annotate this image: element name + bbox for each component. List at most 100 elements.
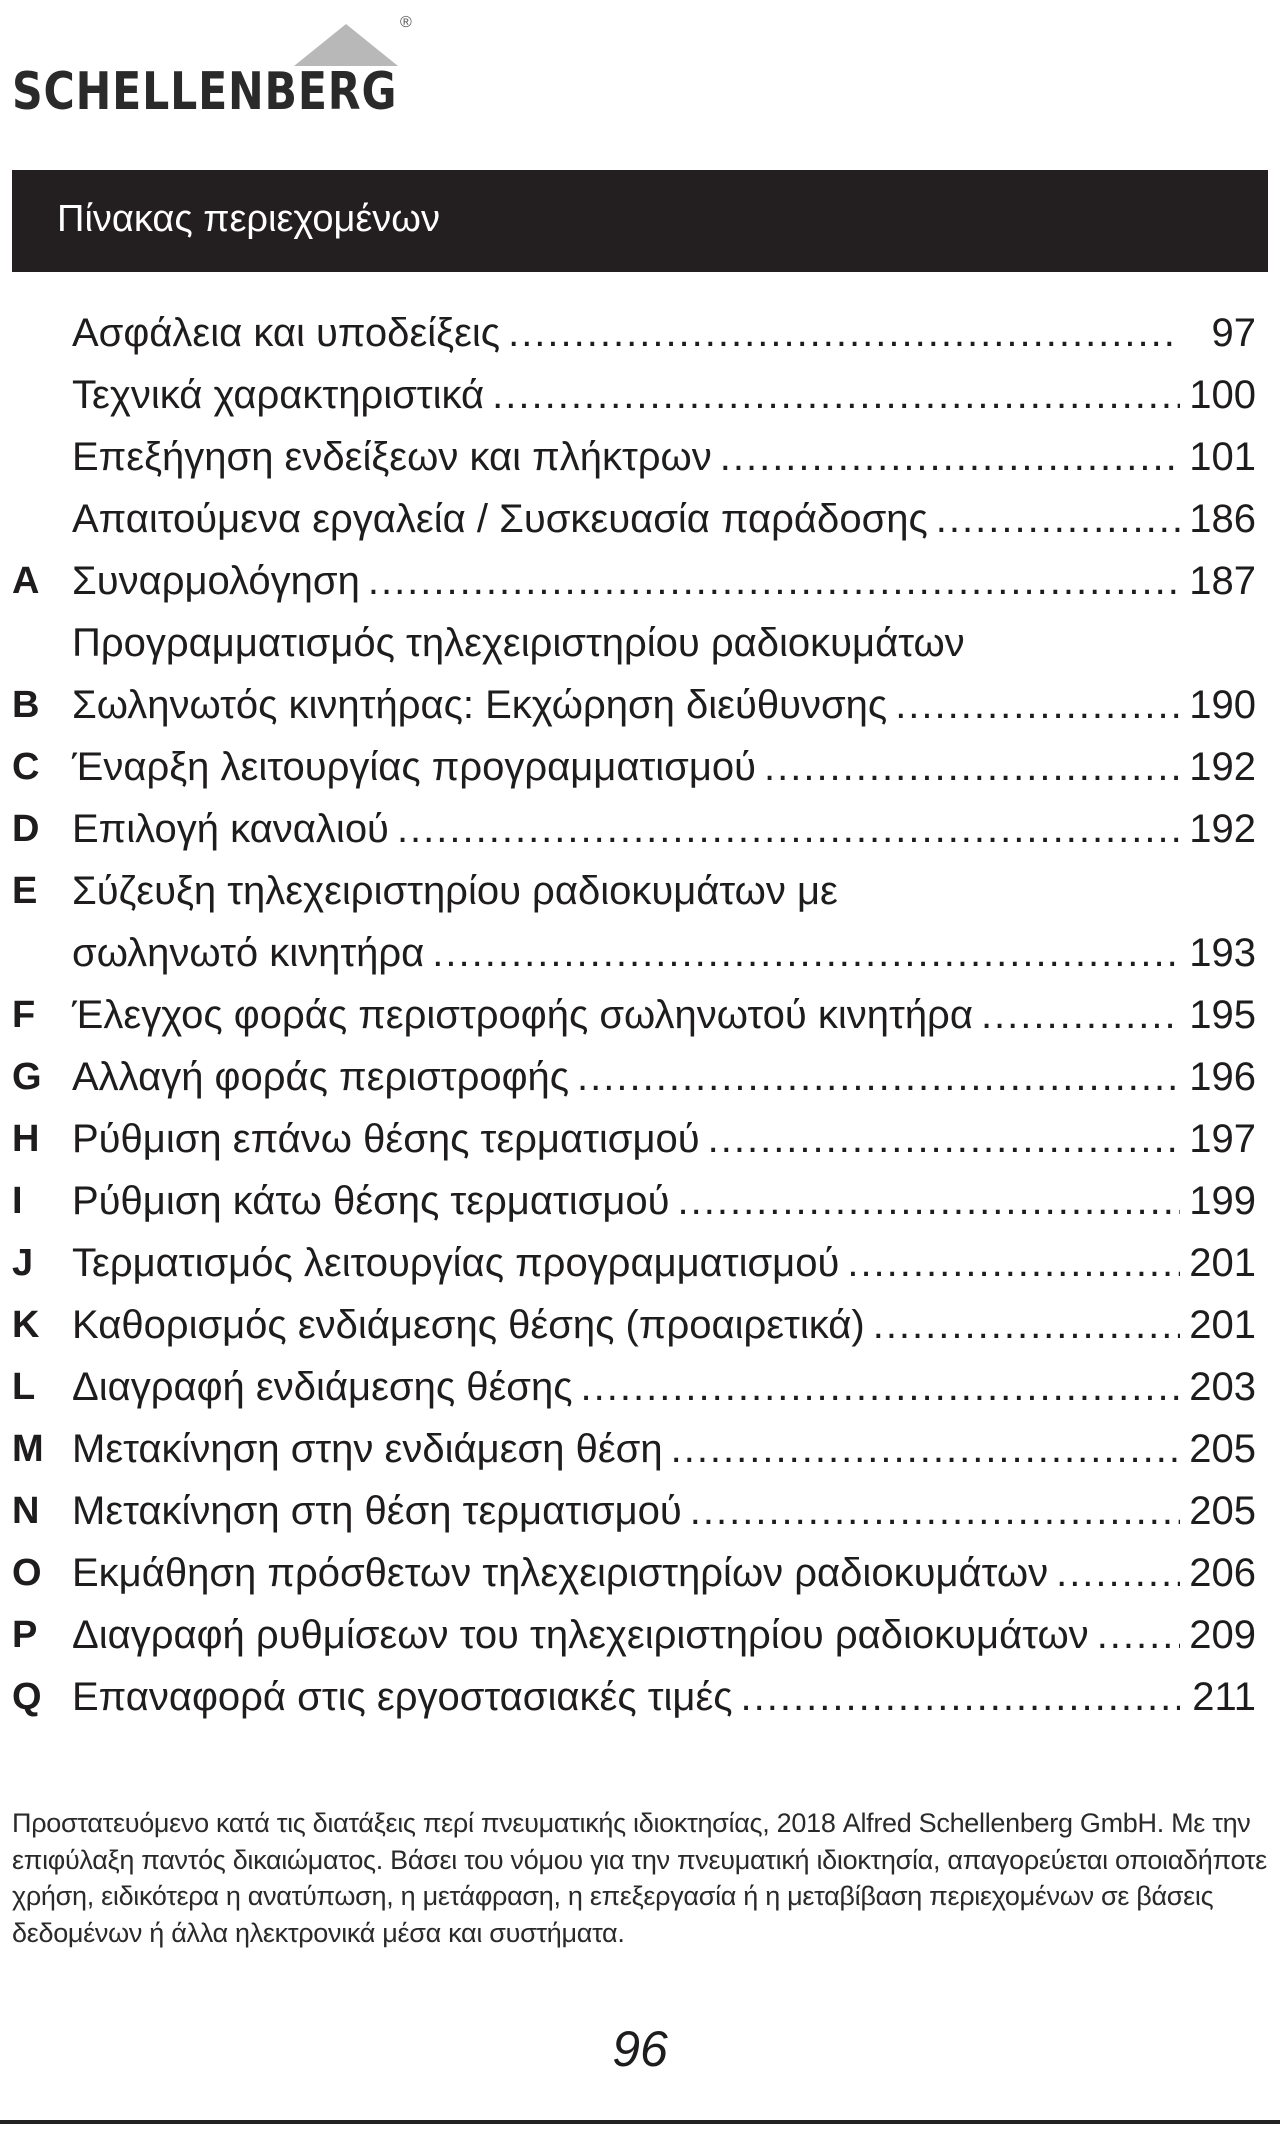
dot-leader xyxy=(368,559,1180,604)
toc-entry[interactable]: I Ρύθμιση κάτω θέσης τερματισμού 199 xyxy=(0,1170,1280,1232)
dot-leader xyxy=(690,1489,1180,1534)
toc-entry-title: Ρύθμιση κάτω θέσης τερματισμού xyxy=(72,1178,670,1223)
toc-entry-line: Έναρξη λειτουργίας προγραμματισμού 192 xyxy=(72,745,1256,790)
toc-entry-title: Ασφάλεια και υποδείξεις xyxy=(72,310,501,355)
page-number: 96 xyxy=(612,2021,668,2077)
toc-entry-page: 205 xyxy=(1189,1488,1256,1533)
toc-entry[interactable]: Q Επαναφορά στις εργοστασιακές τιμές 211 xyxy=(0,1666,1280,1728)
dot-leader xyxy=(936,497,1180,542)
dot-leader xyxy=(397,807,1180,852)
dot-leader xyxy=(895,683,1180,728)
toc-entry-title: Προγραμματισμός τηλεχειριστηρίου ραδιοκυ… xyxy=(72,620,965,665)
toc-entry[interactable]: G Αλλαγή φοράς περιστροφής 196 xyxy=(0,1046,1280,1108)
toc-entry-line: Ρύθμιση επάνω θέσης τερματισμού 197 xyxy=(72,1117,1256,1162)
dot-leader xyxy=(1097,1613,1180,1658)
toc-entry[interactable]: H Ρύθμιση επάνω θέσης τερματισμού 197 xyxy=(0,1108,1280,1170)
toc-entry-page: 97 xyxy=(1211,310,1257,355)
toc-entry-line: Απαιτούμενα εργαλεία / Συσκευασία παράδο… xyxy=(72,497,1256,542)
toc-entry[interactable]: E Σύζευξη τηλεχειριστηρίου ραδιοκυμάτων … xyxy=(0,860,1280,922)
dot-leader xyxy=(847,1241,1180,1286)
toc-entry-page: 211 xyxy=(1192,1674,1256,1719)
section-letter: G xyxy=(12,1055,42,1098)
dot-leader xyxy=(671,1427,1180,1472)
dot-leader xyxy=(678,1179,1181,1224)
toc-header-banner: Πίνακας περιεχομένων xyxy=(12,170,1268,272)
toc-entry-title: Έναρξη λειτουργίας προγραμματισμού xyxy=(72,744,756,789)
toc-entry-line: Σύζευξη τηλεχειριστηρίου ραδιοκυμάτων με xyxy=(72,869,1256,914)
toc-entry-page: 205 xyxy=(1189,1426,1256,1471)
section-letter: B xyxy=(12,683,40,726)
toc-entry-title: Εκμάθηση πρόσθετων τηλεχειριστηρίων ραδι… xyxy=(72,1550,1049,1595)
toc-entry-title: Διαγραφή ρυθμίσεων του τηλεχειριστηρίου … xyxy=(72,1612,1089,1657)
toc-entry-line: Μετακίνηση στην ενδιάμεση θέση 205 xyxy=(72,1427,1256,1472)
toc-entry-title: Διαγραφή ενδιάμεσης θέσης xyxy=(72,1364,573,1409)
toc-entry-page: 203 xyxy=(1189,1364,1256,1409)
section-letter: N xyxy=(12,1489,40,1532)
toc-entry-line: Τεχνικά χαρακτηριστικά 100 xyxy=(72,373,1256,418)
section-letter: J xyxy=(12,1241,34,1284)
toc-entry-line: Επαναφορά στις εργοστασιακές τιμές 211 xyxy=(72,1675,1256,1720)
toc-entry-title: Επαναφορά στις εργοστασιακές τιμές xyxy=(72,1674,733,1719)
toc-entry[interactable]: A Συναρμολόγηση 187 xyxy=(0,550,1280,612)
toc-entry[interactable]: P Διαγραφή ρυθμίσεων του τηλεχειριστηρίο… xyxy=(0,1604,1280,1666)
toc-entry-line: Συναρμολόγηση 187 xyxy=(72,559,1256,604)
toc-entry-title: σωληνωτό κινητήρα xyxy=(72,930,425,975)
toc-entry-title: Αλλαγή φοράς περιστροφής xyxy=(72,1054,570,1099)
toc-entry-page: 201 xyxy=(1189,1302,1256,1347)
toc-entry-page: 192 xyxy=(1189,744,1256,789)
toc-entry[interactable]: J Τερματισμός λειτουργίας προγραμματισμο… xyxy=(0,1232,1280,1294)
dot-leader xyxy=(581,1365,1180,1410)
section-letter: F xyxy=(12,993,36,1036)
toc-entry-page: 190 xyxy=(1189,682,1256,727)
toc-entry[interactable]: L Διαγραφή ενδιάμεσης θέσης 203 xyxy=(0,1356,1280,1418)
toc-entry-line: Επεξήγηση ενδείξεων και πλήκτρων 101 xyxy=(72,435,1256,480)
toc-entry-page: 199 xyxy=(1189,1178,1256,1223)
toc-entry-title: Επιλογή καναλιού xyxy=(72,806,389,851)
toc-entry-line: Έλεγχος φοράς περιστροφής σωληνωτού κινη… xyxy=(72,993,1256,1038)
toc-entry[interactable]: B Σωληνωτός κινητήρας: Εκχώρηση διεύθυνσ… xyxy=(0,674,1280,736)
toc-entry[interactable]: Προγραμματισμός τηλεχειριστηρίου ραδιοκυ… xyxy=(0,612,1280,674)
toc-entry[interactable]: M Μετακίνηση στην ενδιάμεση θέση 205 xyxy=(0,1418,1280,1480)
toc-entry-page: 206 xyxy=(1189,1550,1256,1595)
bottom-rule xyxy=(0,2120,1280,2124)
toc-entry-title: Επεξήγηση ενδείξεων και πλήκτρων xyxy=(72,434,712,479)
toc-entry[interactable]: N Μετακίνηση στη θέση τερματισμού 205 xyxy=(0,1480,1280,1542)
toc-entry-line: Ρύθμιση κάτω θέσης τερματισμού 199 xyxy=(72,1179,1256,1224)
toc-entry[interactable]: Επεξήγηση ενδείξεων και πλήκτρων 101 xyxy=(0,426,1280,488)
toc-entry[interactable]: C Έναρξη λειτουργίας προγραμματισμού 192 xyxy=(0,736,1280,798)
section-letter: I xyxy=(12,1179,23,1222)
toc-entry[interactable]: σωληνωτό κινητήρα 193 xyxy=(0,922,1280,984)
section-letter: P xyxy=(12,1613,38,1656)
page-title: Πίνακας περιεχομένων xyxy=(57,198,440,240)
section-letter: A xyxy=(12,559,40,602)
toc-entry-title: Έλεγχος φοράς περιστροφής σωληνωτού κινη… xyxy=(72,992,973,1037)
dot-leader xyxy=(981,993,1180,1038)
toc-entry[interactable]: Τεχνικά χαρακτηριστικά 100 xyxy=(0,364,1280,426)
toc-entry-title: Συναρμολόγηση xyxy=(72,558,360,603)
toc-entry-title: Καθορισμός ενδιάμεσης θέσης (προαιρετικά… xyxy=(72,1302,865,1347)
toc-entry-title: Μετακίνηση στην ενδιάμεση θέση xyxy=(72,1426,663,1471)
toc-entry-page: 192 xyxy=(1189,806,1256,851)
toc-entry-page: 187 xyxy=(1189,558,1256,603)
toc-entry[interactable]: Απαιτούμενα εργαλεία / Συσκευασία παράδο… xyxy=(0,488,1280,550)
section-letter: O xyxy=(12,1551,42,1594)
toc-entry[interactable]: K Καθορισμός ενδιάμεσης θέσης (προαιρετι… xyxy=(0,1294,1280,1356)
copyright-notice: Προστατευόμενο κατά τις διατάξεις περί π… xyxy=(12,1808,1267,1948)
toc-entry-title: Απαιτούμενα εργαλεία / Συσκευασία παράδο… xyxy=(72,496,928,541)
toc-entry-page: 209 xyxy=(1189,1612,1256,1657)
toc-entry-title: Σύζευξη τηλεχειριστηρίου ραδιοκυμάτων με xyxy=(72,868,838,913)
toc-entry-line: Καθορισμός ενδιάμεσης θέσης (προαιρετικά… xyxy=(72,1303,1256,1348)
toc-entry-page: 195 xyxy=(1189,992,1256,1037)
dot-leader xyxy=(577,1055,1180,1100)
section-letter: K xyxy=(12,1303,40,1346)
toc-entry-line: Προγραμματισμός τηλεχειριστηρίου ραδιοκυ… xyxy=(72,621,1256,666)
toc-entry[interactable]: Ασφάλεια και υποδείξεις 97 xyxy=(0,302,1280,364)
toc-entry-line: Εκμάθηση πρόσθετων τηλεχειριστηρίων ραδι… xyxy=(72,1551,1256,1596)
section-letter: E xyxy=(12,869,38,912)
toc-entry-page: 100 xyxy=(1189,372,1256,417)
toc-entry[interactable]: D Επιλογή καναλιού 192 xyxy=(0,798,1280,860)
toc-entry[interactable]: F Έλεγχος φοράς περιστροφής σωληνωτού κι… xyxy=(0,984,1280,1046)
toc-entry[interactable]: O Εκμάθηση πρόσθετων τηλεχειριστηρίων ρα… xyxy=(0,1542,1280,1604)
toc-entry-line: Διαγραφή ενδιάμεσης θέσης 203 xyxy=(72,1365,1256,1410)
toc-entry-page: 197 xyxy=(1189,1116,1256,1161)
